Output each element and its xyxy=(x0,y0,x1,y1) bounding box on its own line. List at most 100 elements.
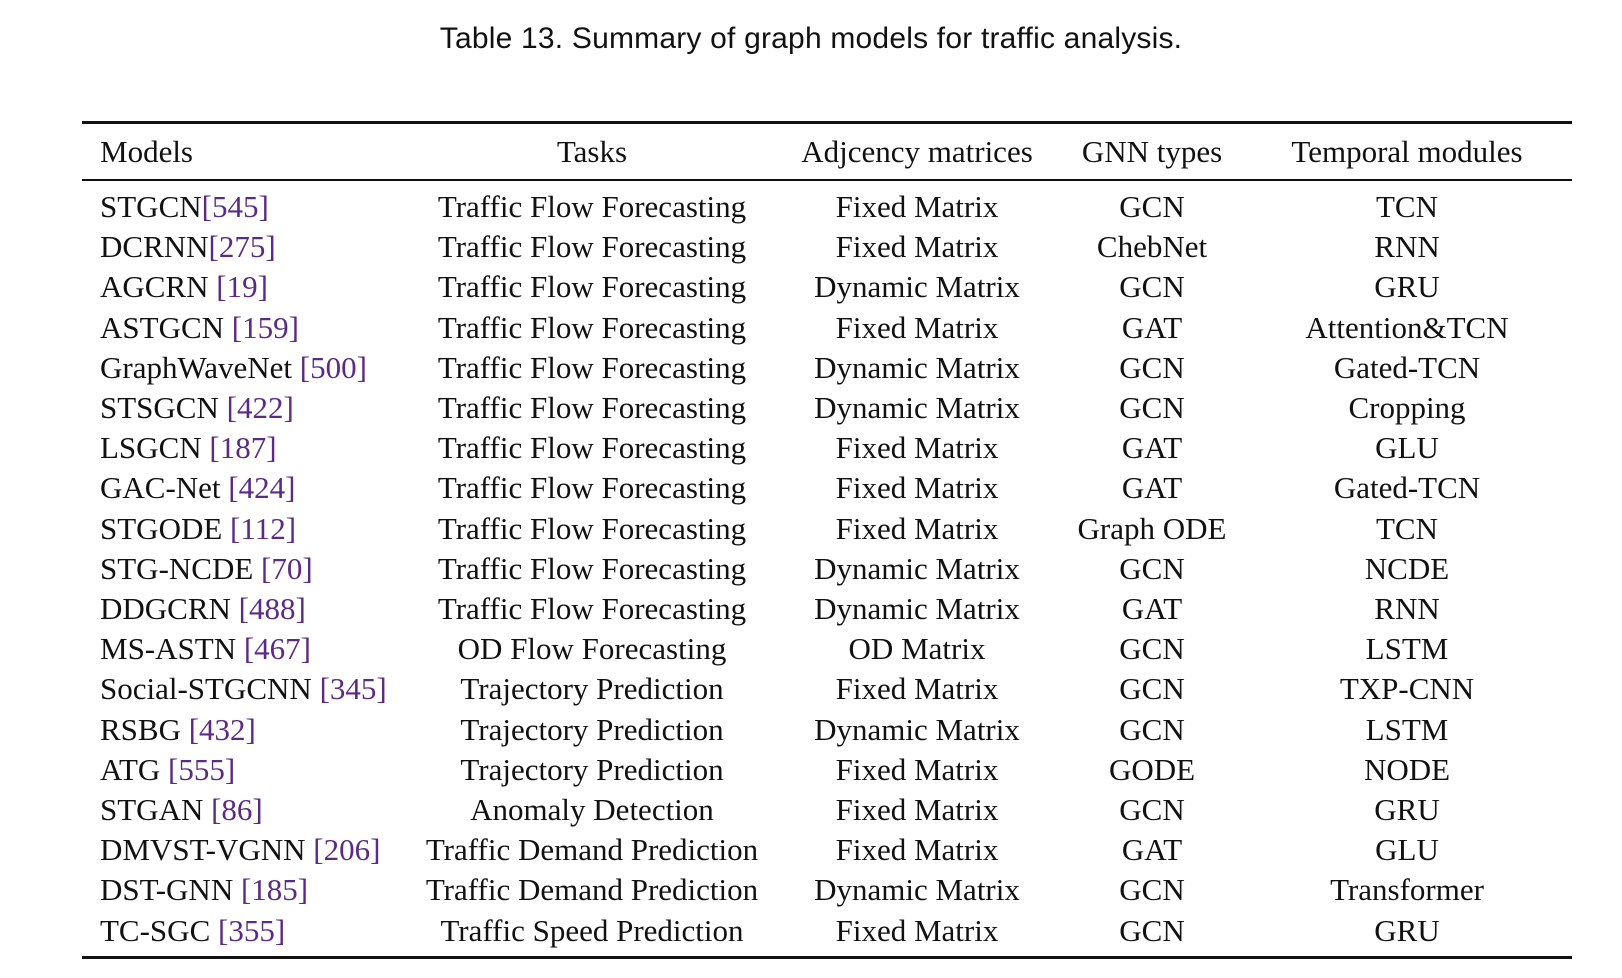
model-name: MS-ASTN xyxy=(100,631,244,667)
adjacency-matrix-cell: Fixed Matrix xyxy=(835,671,999,707)
adjacency-matrix-cell: Dynamic Matrix xyxy=(814,349,1020,385)
header-row: Models Tasks Adjcency matrices GNN types… xyxy=(82,124,1572,180)
citation-link[interactable]: [345] xyxy=(319,671,387,707)
adjacency-matrix-cell: Fixed Matrix xyxy=(835,832,999,868)
citation-link[interactable]: [19] xyxy=(216,269,268,305)
temporal-module-cell: GLU xyxy=(1375,430,1439,466)
citation-link[interactable]: [422] xyxy=(226,390,294,426)
gnn-type-cell: GAT xyxy=(1121,832,1183,868)
temporal-module-cell: NCDE xyxy=(1364,550,1450,586)
task-cell: Traffic Flow Forecasting xyxy=(437,591,747,627)
adjacency-matrix-cell: Fixed Matrix xyxy=(835,751,999,787)
model-cell: STSGCN [422] xyxy=(82,388,412,428)
model-name: TC-SGC xyxy=(100,912,218,948)
adjacency-matrix-cell: Dynamic Matrix xyxy=(814,591,1020,627)
model-name: Social-STGCNN xyxy=(100,671,320,707)
temporal-module-cell: Attention&TCN xyxy=(1305,309,1509,345)
header-tasks: Tasks xyxy=(556,134,628,169)
model-cell: MS-ASTN [467] xyxy=(82,629,412,669)
citation-link[interactable]: [467] xyxy=(243,631,311,667)
table-caption: Table 13. Summary of graph models for tr… xyxy=(439,22,1183,55)
table-body: STGCN[545] Traffic Flow Forecasting Fixed … xyxy=(82,180,1572,951)
header-adjacency-matrices: Adjcency matrices xyxy=(801,134,1033,169)
table-row: AGCRN [19] Traffic Flow Forecasting Dynami… xyxy=(82,267,1572,307)
model-name: DMVST-VGNN xyxy=(100,832,314,868)
table-row: STGAN [86] Anomaly Detection Fixed Matrix G… xyxy=(82,790,1572,830)
model-cell: GraphWaveNet [500] xyxy=(82,348,412,388)
gnn-type-cell: GCN xyxy=(1119,390,1185,426)
table-row: STGODE [112] Traffic Flow Forecasting Fixe… xyxy=(82,509,1572,549)
gnn-type-cell: ChebNet xyxy=(1096,229,1208,265)
task-cell: Anomaly Detection xyxy=(470,792,714,828)
model-cell: LSGCN [187] xyxy=(82,428,412,468)
citation-link[interactable]: [70] xyxy=(261,550,313,586)
model-name: DST-GNN xyxy=(100,872,241,908)
citation-link[interactable]: [206] xyxy=(313,832,381,868)
model-name: STGCN xyxy=(100,189,202,224)
model-cell: AGCRN [19] xyxy=(82,267,412,307)
model-cell: DCRNN[275] xyxy=(82,227,412,267)
gnn-type-cell: GCN xyxy=(1119,711,1185,747)
model-name: GAC-Net xyxy=(100,470,229,506)
model-cell: RSBG [432] xyxy=(82,710,412,750)
header-models: Models xyxy=(100,134,193,169)
table-row: MS-ASTN [467] OD Flow Forecasting OD Matri… xyxy=(82,629,1572,669)
table-row: STG-NCDE [70] Traffic Flow Forecasting Dyn… xyxy=(82,549,1572,589)
task-cell: Traffic Flow Forecasting xyxy=(437,229,747,265)
table-row: DST-GNN [185] Traffic Demand Prediction Dy… xyxy=(82,870,1572,910)
temporal-module-cell: TCN xyxy=(1376,510,1438,546)
gnn-type-cell: GCN xyxy=(1119,671,1185,707)
gnn-type-cell: Graph ODE xyxy=(1077,510,1227,546)
gnn-type-cell: GODE xyxy=(1108,751,1196,787)
gnn-type-cell: GCN xyxy=(1119,912,1185,948)
model-cell: ATG [555] xyxy=(82,750,412,790)
citation-link[interactable]: [275] xyxy=(208,229,276,265)
header-gnn-types: GNN types xyxy=(1081,134,1223,169)
citation-link[interactable]: [545] xyxy=(201,189,269,224)
table-row: LSGCN [187] Traffic Flow Forecasting Fixed… xyxy=(82,428,1572,468)
task-cell: Traffic Speed Prediction xyxy=(440,912,744,948)
table-row: STSGCN [422] Traffic Flow Forecasting Dyna… xyxy=(82,388,1572,428)
task-cell: Trajectory Prediction xyxy=(460,751,724,787)
citation-link[interactable]: [432] xyxy=(188,711,256,747)
citation-link[interactable]: [555] xyxy=(168,751,236,787)
adjacency-matrix-cell: Fixed Matrix xyxy=(835,430,999,466)
citation-link[interactable]: [488] xyxy=(238,591,306,627)
citation-link[interactable]: [185] xyxy=(240,872,309,908)
citation-link[interactable]: [86] xyxy=(211,792,263,828)
table-header: Models Tasks Adjcency matrices GNN types… xyxy=(82,124,1572,180)
gnn-type-cell: GCN xyxy=(1119,349,1185,385)
citation-link[interactable]: [159] xyxy=(231,309,299,345)
temporal-module-cell: TCN xyxy=(1376,189,1438,224)
gnn-type-cell: GCN xyxy=(1119,269,1185,305)
task-cell: Traffic Flow Forecasting xyxy=(437,189,747,224)
temporal-module-cell: TXP-CNN xyxy=(1339,671,1475,707)
table-row: GraphWaveNet [500] Traffic Flow Forecasti… xyxy=(82,348,1572,388)
table-row: ATG [555] Trajectory Prediction Fixed Matr… xyxy=(82,750,1572,790)
temporal-module-cell: GLU xyxy=(1375,832,1439,868)
adjacency-matrix-cell: Dynamic Matrix xyxy=(814,711,1020,747)
temporal-module-cell: Gated-TCN xyxy=(1333,470,1481,506)
temporal-module-cell: LSTM xyxy=(1365,711,1449,747)
citation-link[interactable]: [500] xyxy=(299,349,367,385)
bottom-rule xyxy=(82,956,1572,959)
model-cell: DMVST-VGNN [206] xyxy=(82,830,412,870)
task-cell: Traffic Flow Forecasting xyxy=(437,470,747,506)
top-rule xyxy=(82,121,1572,124)
model-name: STGAN xyxy=(100,792,212,828)
citation-link[interactable]: [355] xyxy=(218,912,286,948)
temporal-module-cell: NODE xyxy=(1363,751,1451,787)
gnn-type-cell: GAT xyxy=(1121,430,1183,466)
task-cell: Traffic Flow Forecasting xyxy=(437,550,747,586)
gnn-type-cell: GAT xyxy=(1121,470,1183,506)
task-cell: Traffic Demand Prediction xyxy=(425,832,759,868)
model-name: STGODE xyxy=(100,510,231,546)
adjacency-matrix-cell: Fixed Matrix xyxy=(835,189,999,224)
citation-link[interactable]: [112] xyxy=(230,510,297,546)
table-row: RSBG [432] Trajectory Prediction Dynamic M… xyxy=(82,710,1572,750)
citation-link[interactable]: [187] xyxy=(209,430,277,466)
model-cell: STGAN [86] xyxy=(82,790,412,830)
model-cell: TC-SGC [355] xyxy=(82,911,412,951)
citation-link[interactable]: [424] xyxy=(228,470,296,506)
header-temporal-modules: Temporal modules xyxy=(1291,134,1523,169)
